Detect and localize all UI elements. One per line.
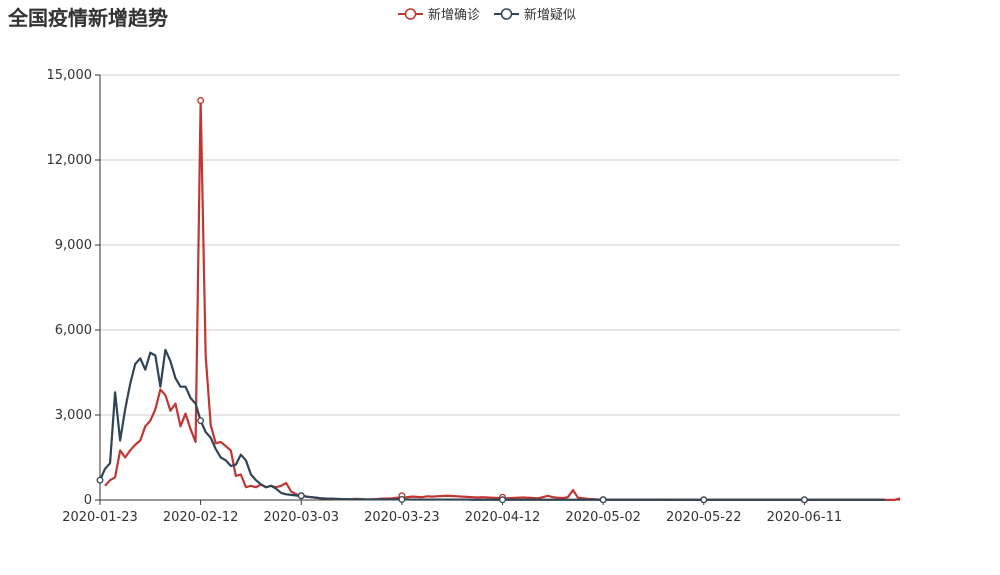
- x-tick-label: 2020-03-23: [364, 510, 440, 525]
- x-tick-label: 2020-04-12: [465, 510, 541, 525]
- x-tick-label: 2020-06-11: [767, 510, 843, 525]
- legend-line-circle-icon: [494, 7, 520, 20]
- data-point-suspected: [800, 496, 808, 504]
- y-tick-label: 15,000: [47, 68, 93, 83]
- y-tick-label: 6,000: [55, 323, 92, 338]
- legend-label-confirmed: 新增确诊: [428, 8, 481, 23]
- x-tick-label: 2020-01-23: [62, 510, 138, 525]
- legend-item-confirmed[interactable]: 新增确诊: [398, 4, 480, 23]
- data-point-suspected: [499, 496, 506, 504]
- y-tick-label: 0: [84, 493, 92, 508]
- data-point-confirmed: [197, 97, 205, 104]
- x-tick-label: 2020-03-03: [263, 510, 339, 525]
- data-point-suspected: [599, 496, 607, 504]
- series-line-suspected: [98, 348, 885, 501]
- x-tick-label: 2020-05-02: [565, 510, 641, 525]
- data-point-suspected: [96, 476, 104, 484]
- data-point-suspected: [398, 495, 406, 503]
- x-tick-label: 2020-02-12: [163, 510, 239, 525]
- y-tick-label: 12,000: [47, 153, 93, 168]
- x-tick-label: 2020-05-22: [666, 510, 742, 525]
- data-point-suspected: [197, 417, 205, 425]
- y-tick-label: 3,000: [55, 408, 92, 423]
- chart-title: 全国疫情新增趋势: [8, 6, 168, 30]
- y-tick-label: 9,000: [55, 238, 92, 253]
- data-point-suspected: [700, 496, 708, 504]
- legend-line-circle-icon: [398, 7, 423, 20]
- legend-label-suspected: 新增疑似: [524, 8, 577, 23]
- data-point-suspected: [297, 492, 305, 500]
- legend: 新增确诊 新增疑似: [398, 4, 590, 23]
- legend-item-suspected[interactable]: 新增疑似: [494, 4, 576, 23]
